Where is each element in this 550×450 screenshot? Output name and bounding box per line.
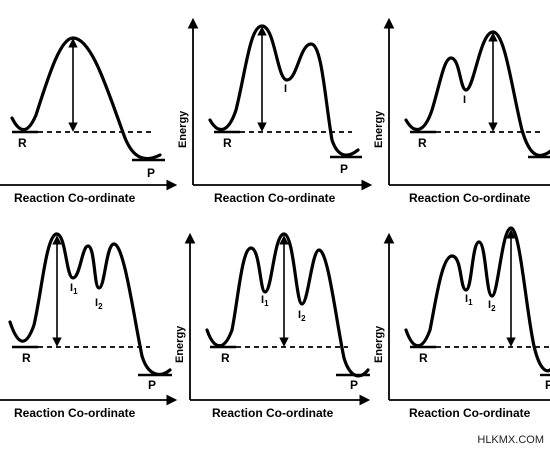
intermediate-1-label: I1: [465, 293, 473, 307]
reactant-label: R: [418, 136, 427, 150]
watermark-credit: HLKMX.COM: [477, 434, 544, 446]
intermediate-1-label: I1: [70, 282, 78, 296]
energy-curve: [205, 232, 370, 378]
reactant-label: R: [221, 351, 230, 365]
panel-three-step-b: Energy I1 I2 R P Reaction Co-ordinate: [174, 232, 371, 420]
intermediate-1-label: I1: [261, 294, 269, 308]
product-label: P: [148, 378, 156, 392]
intermediate-2-label: I2: [95, 297, 103, 311]
intermediate-2-label: I2: [298, 309, 306, 323]
product-label: P: [147, 166, 155, 180]
reactant-label: R: [223, 136, 232, 150]
intermediate-label: I: [463, 94, 466, 106]
x-axis-label: Reaction Co-ordinate: [409, 406, 531, 420]
x-axis-label: Reaction Co-ordinate: [14, 406, 136, 420]
energy-curve: [8, 232, 172, 376]
y-axis-label: Energy: [174, 325, 186, 363]
energy-curve: [10, 36, 162, 161]
panel-two-step-a: Energy I R P Reaction Co-ordinate: [177, 17, 373, 205]
panel-three-step-c: Energy I1 I2 R P Reaction Co-ordinate: [373, 226, 550, 420]
x-axis-label: Reaction Co-ordinate: [14, 191, 136, 205]
intermediate-label: I: [284, 83, 287, 95]
product-label: P: [350, 378, 358, 392]
product-label: P: [545, 378, 550, 392]
energy-curve: [208, 24, 360, 157]
panel-two-step-b: Energy I R Reaction Co-ordinate: [373, 17, 550, 205]
reactant-label: R: [419, 351, 428, 365]
reactant-label: R: [22, 351, 31, 365]
reactant-label: R: [18, 136, 27, 150]
x-axis-label: Reaction Co-ordinate: [214, 191, 336, 205]
intermediate-2-label: I2: [488, 299, 496, 313]
y-axis-label: Energy: [373, 325, 385, 363]
x-axis-label: Reaction Co-ordinate: [409, 191, 531, 205]
energy-curve: [404, 30, 550, 158]
energy-curve: [404, 226, 550, 373]
panel-three-step-a: I1 I2 R P Reaction Co-ordinate: [0, 232, 178, 420]
product-label: P: [340, 162, 348, 176]
y-axis-label: Energy: [177, 110, 189, 148]
x-axis-label: Reaction Co-ordinate: [212, 406, 334, 420]
panel-one-step: R P Reaction Co-ordinate: [0, 36, 178, 205]
y-axis-label: Energy: [373, 110, 385, 148]
